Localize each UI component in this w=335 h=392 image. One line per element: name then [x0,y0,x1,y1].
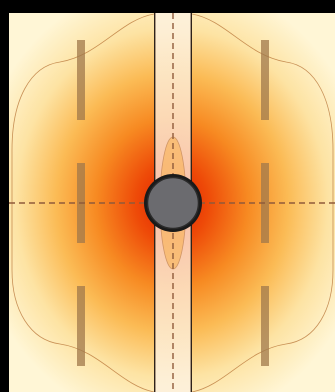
top-left-corner [0,0,154,13]
top-right-corner [192,0,335,13]
left-rib-bottom [77,286,85,366]
left-rib-top [77,40,85,120]
center-disc [144,174,202,232]
right-contour-outer [192,13,334,392]
right-rib-top [261,40,269,120]
left-contour-outer [11,13,154,392]
right-rib-bottom [261,286,269,366]
left-border [0,0,9,392]
